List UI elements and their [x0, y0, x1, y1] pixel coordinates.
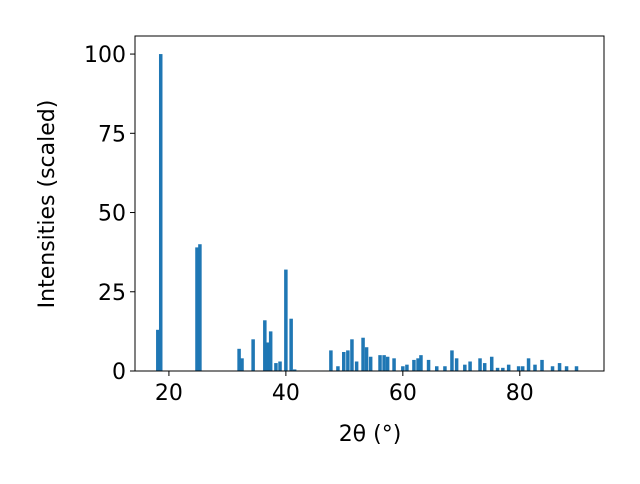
y-axis-label: Intensities (scaled) [35, 100, 60, 309]
bar [489, 356, 494, 371]
bar [526, 358, 531, 371]
bar [342, 351, 346, 371]
y-tick-label: 25 [98, 281, 126, 306]
bar [289, 318, 293, 371]
bar [292, 369, 297, 371]
bar [533, 364, 537, 371]
bar [354, 361, 359, 371]
bar [401, 366, 405, 371]
bar [382, 355, 386, 371]
bar [237, 348, 241, 371]
bar [274, 363, 278, 371]
bar [268, 331, 273, 371]
bar [443, 366, 447, 371]
bar [482, 363, 487, 371]
bar [501, 367, 505, 371]
bar [564, 366, 569, 371]
bar [240, 358, 244, 371]
bar [195, 247, 199, 371]
bar [336, 366, 340, 371]
bar [550, 366, 555, 371]
bar [416, 358, 420, 371]
bar [284, 269, 288, 371]
y-tick-label: 0 [112, 360, 126, 385]
bar [520, 366, 525, 371]
bar [385, 356, 390, 371]
y-tick-label: 50 [98, 202, 126, 227]
bar [364, 347, 369, 371]
bar [574, 366, 579, 371]
bar [392, 358, 396, 371]
x-tick-label: 60 [389, 381, 417, 406]
bar [156, 329, 160, 371]
bar [495, 367, 500, 371]
bar [506, 364, 511, 371]
bar [265, 342, 270, 371]
bar [263, 320, 267, 371]
y-tick-label: 100 [84, 43, 126, 68]
x-axis-label: 2θ (°) [339, 422, 402, 447]
bar [329, 350, 333, 371]
bar [350, 339, 354, 371]
bar [516, 366, 521, 371]
bar [158, 54, 163, 371]
bar [468, 361, 472, 371]
bar [405, 364, 409, 371]
bar [454, 358, 459, 371]
bar [426, 359, 431, 371]
x-tick-label: 20 [155, 381, 183, 406]
bar [412, 359, 416, 371]
bar [198, 244, 202, 371]
x-tick-label: 40 [272, 381, 300, 406]
bar [368, 356, 373, 371]
bar [478, 358, 482, 371]
bar [450, 350, 454, 371]
bar [378, 355, 382, 371]
bar [346, 350, 350, 371]
bar [540, 359, 544, 371]
bar [278, 361, 282, 371]
x-tick-label: 80 [506, 381, 534, 406]
bar [434, 366, 439, 371]
y-tick-label: 75 [98, 122, 126, 147]
plot-frame [134, 35, 605, 372]
bar [251, 339, 255, 371]
bar [361, 337, 365, 371]
bar [557, 363, 562, 371]
bar [419, 355, 423, 371]
bar [463, 364, 467, 371]
